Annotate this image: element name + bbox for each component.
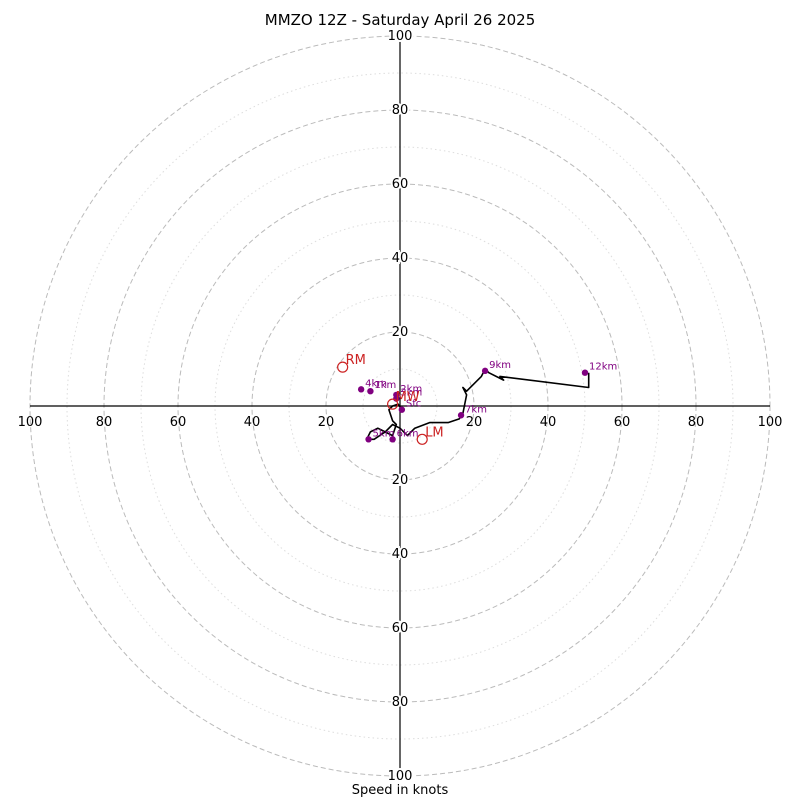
tick-labels: 20 20 20 20 40 40 40 40 60 60 60 60 80 80 80 80 100 100 10… [18, 27, 783, 786]
tick-label-down: 80 [392, 695, 409, 710]
altitude-point [357, 386, 365, 393]
chart-title: MMZO 12Z - Saturday April 26 2025 [264, 11, 536, 29]
altitude-label: 12km [589, 362, 617, 373]
tick-label-right: 80 [688, 415, 705, 430]
altitude-label: 5km [373, 428, 395, 439]
tick-label-down: 20 [392, 473, 409, 488]
altitude-point [581, 369, 589, 376]
altitude-label: 2km [400, 384, 422, 395]
tick-label-left: 80 [96, 415, 113, 430]
tick-label-left: 60 [170, 415, 187, 430]
altitude-point [389, 436, 396, 443]
tick-label-down: 100 [388, 769, 413, 784]
tick-label-right: 40 [540, 415, 557, 430]
altitude-label: 3km [400, 388, 422, 399]
tick-label-left: 40 [244, 415, 261, 430]
tick-label-left: 100 [18, 415, 43, 430]
storm-motion-marker [387, 398, 399, 410]
altitude-point [457, 412, 465, 419]
tick-label-down: 60 [392, 621, 409, 636]
altitude-label: 1km [374, 380, 396, 391]
altitude-point [398, 406, 406, 413]
tick-label-right: 100 [758, 415, 783, 430]
tick-label-left: 20 [318, 415, 335, 430]
altitude-point [365, 436, 372, 443]
tick-label-up: 100 [388, 29, 413, 44]
altitude-point [367, 388, 374, 395]
storm-motion-marker [416, 433, 428, 445]
storm-motion-label: RM [346, 353, 366, 368]
tick-label-up: 80 [392, 103, 409, 118]
tick-label-up: 60 [392, 177, 409, 192]
tick-label-right: 60 [614, 415, 631, 430]
x-axis-label: Speed in knots [351, 783, 449, 798]
altitude-label: 9km [489, 360, 511, 371]
altitude-label: 7km [465, 404, 487, 415]
tick-label-up: 40 [392, 251, 409, 266]
tick-label-up: 20 [392, 325, 409, 340]
altitude-point [481, 367, 489, 375]
storm-motion-marker [337, 361, 349, 373]
tick-label-right: 20 [466, 415, 483, 430]
altitude-label: Sfc [406, 399, 421, 410]
tick-label-down: 40 [392, 547, 409, 562]
storm-motions: RM LM MW [337, 353, 444, 445]
altitude-label: 4km [365, 378, 387, 389]
altitude-label: 6km [397, 428, 419, 439]
storm-motion-label: LM [425, 425, 443, 440]
storm-motion-label: MW [396, 390, 420, 405]
